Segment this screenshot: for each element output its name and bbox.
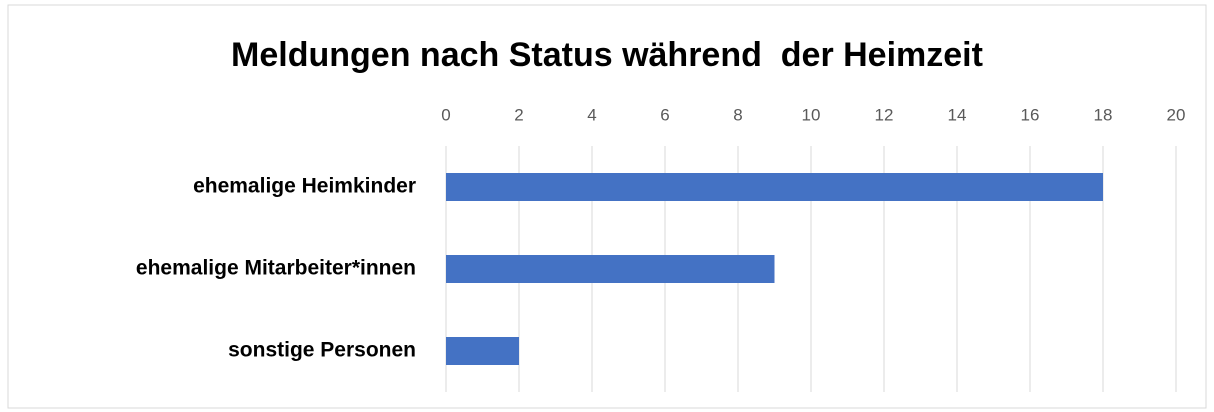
x-tick-label: 16 (1021, 105, 1040, 124)
y-tick-label: sonstige Personen (228, 339, 416, 362)
x-tick-label: 0 (441, 105, 450, 124)
x-tick-label: 8 (733, 105, 742, 124)
bar (446, 337, 519, 365)
x-tick-label: 10 (802, 105, 821, 124)
chart-title: Meldungen nach Status während der Heimze… (231, 36, 983, 74)
x-tick-label: 14 (948, 105, 967, 124)
x-tick-label: 18 (1094, 105, 1113, 124)
y-tick-label: ehemalige Mitarbeiter*innen (136, 257, 416, 280)
x-tick-label: 12 (875, 105, 894, 124)
chart-border (7, 4, 1207, 409)
x-tick-label: 2 (514, 105, 523, 124)
bar (446, 255, 775, 283)
bar (446, 173, 1103, 201)
y-tick-label: ehemalige Heimkinder (193, 175, 416, 198)
x-tick-label: 4 (587, 105, 596, 124)
x-tick-label: 20 (1167, 105, 1186, 124)
x-tick-label: 6 (660, 105, 669, 124)
